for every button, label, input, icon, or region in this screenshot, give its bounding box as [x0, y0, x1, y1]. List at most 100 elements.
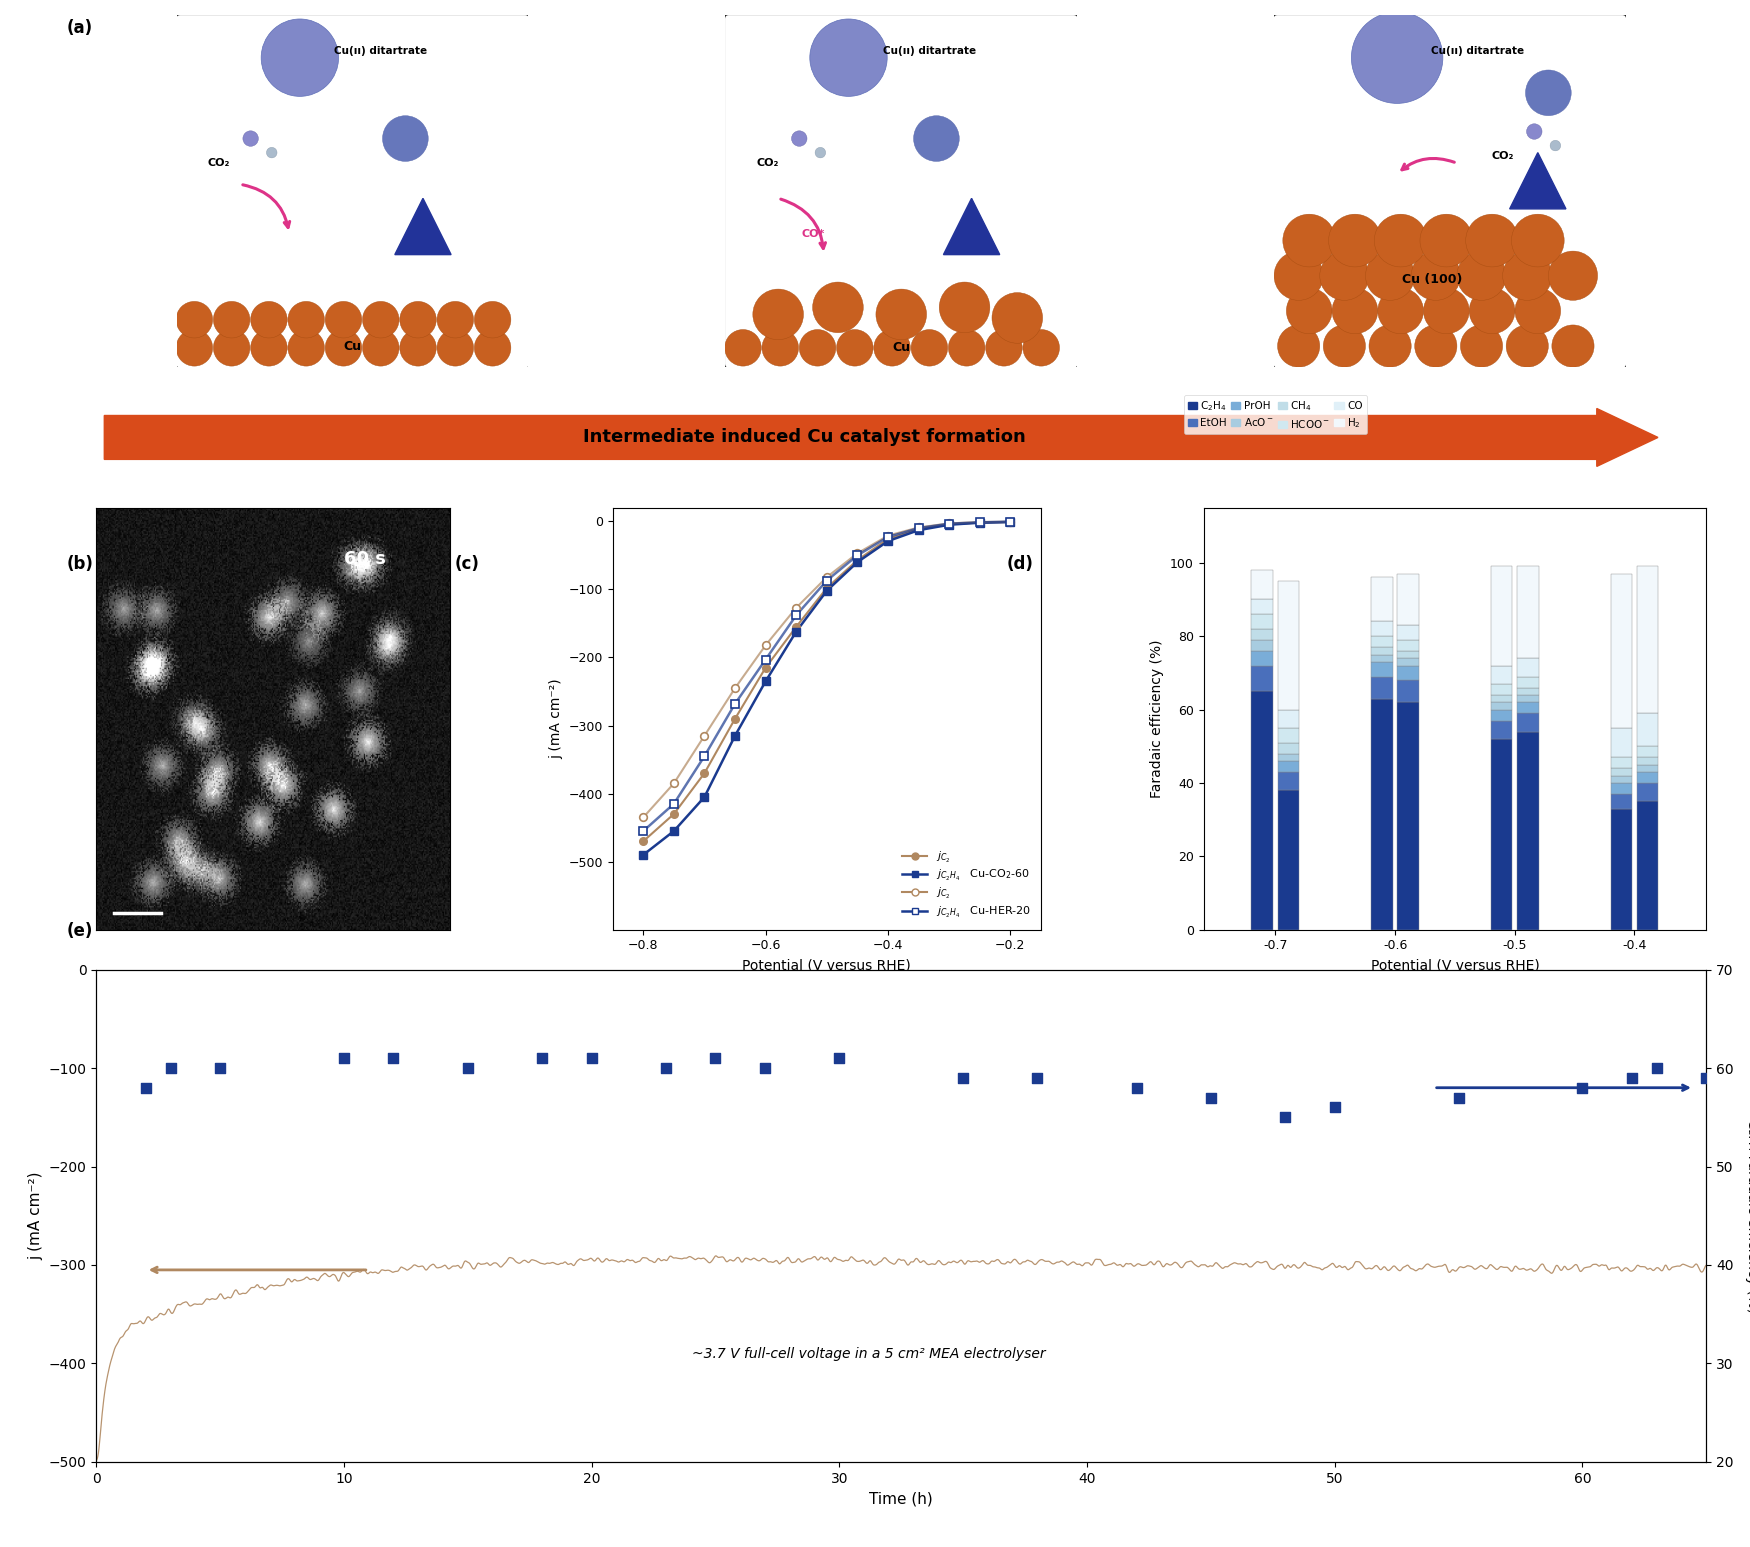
Bar — [1636, 801, 1659, 930]
Point — [1692, 1066, 1720, 1091]
Bar — [1251, 665, 1272, 692]
Circle shape — [724, 330, 761, 367]
Bar — [1636, 758, 1659, 764]
Text: CO₂: CO₂ — [1491, 152, 1514, 161]
Circle shape — [914, 116, 959, 161]
Circle shape — [250, 302, 287, 337]
Circle shape — [289, 302, 324, 337]
Circle shape — [438, 330, 474, 367]
Bar — [1517, 676, 1538, 687]
Polygon shape — [943, 198, 999, 255]
Bar — [1372, 647, 1393, 654]
Bar — [1610, 783, 1633, 794]
Circle shape — [266, 147, 276, 158]
Bar — [1278, 710, 1298, 729]
Circle shape — [1461, 325, 1503, 367]
Circle shape — [810, 19, 887, 96]
Point — [1444, 1084, 1472, 1109]
Circle shape — [812, 282, 863, 333]
Circle shape — [1466, 213, 1519, 268]
Bar — [1636, 764, 1659, 772]
Bar — [1610, 809, 1633, 930]
Y-axis label: Faradaic efficiency (%): Faradaic efficiency (%) — [1150, 639, 1164, 798]
Bar — [1398, 702, 1419, 930]
Circle shape — [1549, 251, 1598, 300]
Circle shape — [912, 330, 948, 367]
Bar — [1491, 702, 1512, 710]
Bar — [1278, 743, 1298, 753]
Text: (a): (a) — [66, 19, 93, 37]
Circle shape — [1320, 251, 1368, 300]
Bar — [1517, 687, 1538, 695]
Text: CO₂: CO₂ — [756, 158, 779, 169]
Legend: C$_2$H$_4$, EtOH, PrOH, AcO$^-$, CH$_4$, HCOO$^-$, CO, H$_2$: C$_2$H$_4$, EtOH, PrOH, AcO$^-$, CH$_4$,… — [1183, 394, 1367, 435]
Text: (e): (e) — [66, 922, 93, 941]
Circle shape — [1374, 213, 1426, 268]
Circle shape — [399, 302, 436, 337]
Point — [1122, 1075, 1150, 1100]
Bar — [1610, 794, 1633, 809]
FancyBboxPatch shape — [724, 14, 1078, 368]
Point — [1270, 1105, 1298, 1129]
Circle shape — [1368, 325, 1410, 367]
Point — [528, 1046, 556, 1071]
Circle shape — [940, 282, 990, 333]
Circle shape — [438, 302, 474, 337]
Text: Cu(ıı) ditartrate: Cu(ıı) ditartrate — [882, 46, 977, 56]
Polygon shape — [1510, 153, 1566, 209]
Circle shape — [992, 292, 1043, 343]
Circle shape — [1512, 213, 1564, 268]
Bar — [1517, 702, 1538, 713]
Point — [751, 1055, 779, 1080]
Circle shape — [1377, 288, 1423, 334]
Circle shape — [873, 330, 910, 367]
Bar — [1491, 739, 1512, 930]
Point — [156, 1055, 184, 1080]
Bar — [1517, 732, 1538, 930]
Circle shape — [1410, 251, 1461, 300]
Circle shape — [836, 330, 873, 367]
Point — [131, 1075, 159, 1100]
Circle shape — [1470, 288, 1516, 334]
Text: (d): (d) — [1006, 555, 1032, 574]
Circle shape — [791, 131, 807, 147]
Bar — [1398, 640, 1419, 651]
Bar — [1251, 692, 1272, 930]
Bar — [1251, 614, 1272, 628]
Bar — [1636, 783, 1659, 801]
Point — [206, 1055, 235, 1080]
Bar — [1610, 729, 1633, 758]
Polygon shape — [396, 198, 452, 255]
Circle shape — [243, 131, 259, 147]
Circle shape — [877, 289, 926, 340]
Point — [653, 1055, 681, 1080]
Circle shape — [1351, 12, 1442, 104]
Circle shape — [250, 330, 287, 367]
Circle shape — [214, 330, 250, 367]
Circle shape — [1323, 325, 1365, 367]
Bar — [1610, 769, 1633, 775]
Bar — [1372, 654, 1393, 662]
Text: 60 s: 60 s — [343, 549, 385, 568]
Circle shape — [362, 330, 399, 367]
Circle shape — [383, 116, 429, 161]
Bar — [1278, 729, 1298, 743]
Circle shape — [800, 330, 836, 367]
Circle shape — [1024, 330, 1059, 367]
Bar — [1278, 761, 1298, 772]
Text: Cu: Cu — [892, 342, 910, 354]
Bar — [1278, 582, 1298, 710]
Text: Intermediate induced Cu catalyst formation: Intermediate induced Cu catalyst formati… — [583, 429, 1026, 447]
Bar — [1278, 791, 1298, 930]
Circle shape — [1414, 325, 1458, 367]
Point — [1619, 1066, 1647, 1091]
Bar — [1398, 625, 1419, 640]
Circle shape — [949, 330, 985, 367]
Circle shape — [1526, 124, 1542, 139]
Bar — [1491, 710, 1512, 721]
Text: (b): (b) — [66, 555, 93, 574]
Text: ~3.7 V full-cell voltage in a 5 cm² MEA electrolyser: ~3.7 V full-cell voltage in a 5 cm² MEA … — [693, 1346, 1046, 1361]
Bar — [1398, 681, 1419, 702]
Text: (c): (c) — [455, 555, 480, 574]
Bar — [1372, 577, 1393, 622]
